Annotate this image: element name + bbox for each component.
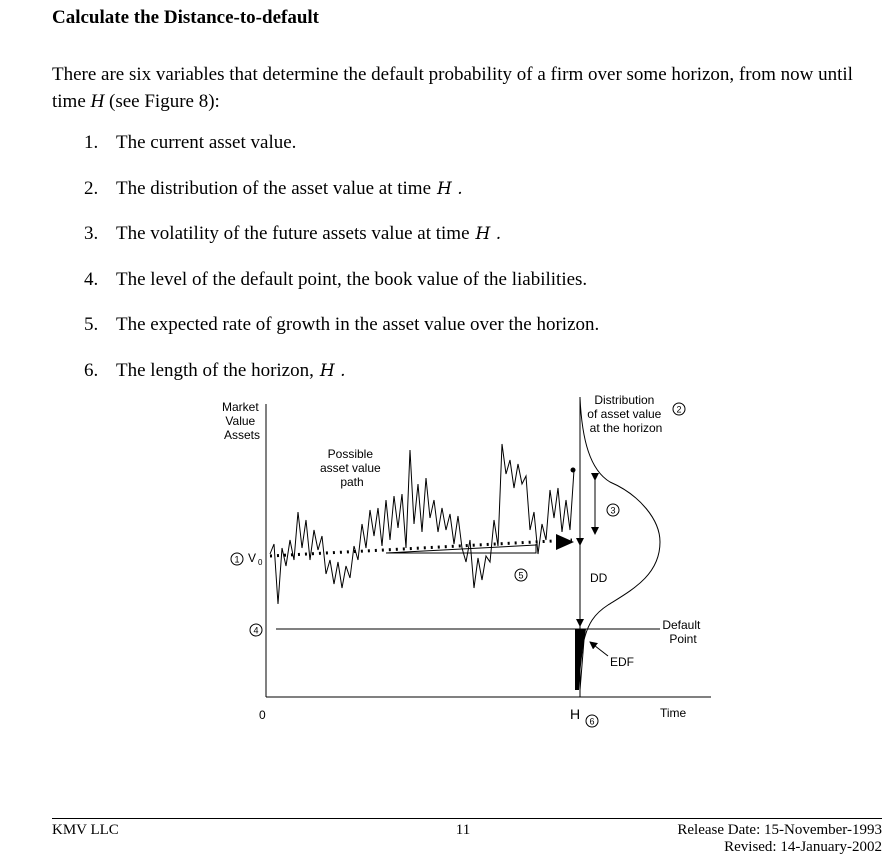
release-date: Release Date: 15-November-1993 — [677, 822, 882, 838]
list-item: 3. The volatility of the future assets va… — [84, 219, 599, 265]
intro-paragraph: There are six variables that determine t… — [52, 61, 882, 115]
expected-value-arrowhead — [556, 534, 574, 550]
v0-label: V — [248, 551, 256, 565]
asset-path-label: Possible asset value path — [320, 447, 384, 489]
item-text: The current asset value. — [116, 132, 297, 153]
footer-rule — [52, 818, 882, 819]
item-number: 3. — [84, 223, 99, 244]
svg-text:3: 3 — [610, 506, 615, 516]
svg-text:6: 6 — [589, 717, 594, 727]
distance-to-default-figure: Market Value Assets Possible asset value… — [222, 393, 711, 728]
revised-date: Revised: 14-January-2002 — [724, 839, 882, 855]
marker-6: 6 — [585, 714, 599, 728]
item-text: The level of the default point, the book… — [116, 268, 588, 290]
origin-label: 0 — [259, 708, 266, 722]
marker-3: 3 — [606, 503, 620, 517]
page-number: 11 — [455, 822, 471, 838]
item-text: The distribution of the asset value at t… — [116, 177, 432, 199]
svg-text:5: 5 — [518, 571, 523, 581]
item-number: 4. — [84, 268, 99, 290]
marker-1: 1 — [230, 552, 244, 566]
dd-label: DD — [590, 571, 608, 585]
edf-label: EDF — [610, 655, 634, 669]
asset-value-path — [269, 443, 575, 605]
item-text: The expected rate of growth in the asset… — [116, 314, 600, 335]
item-text: The length of the horizon, — [116, 359, 314, 381]
list-item: 4. The level of the default point, the bo… — [84, 265, 599, 311]
list-item: 5. The expected rate of growth in the ass… — [84, 310, 599, 356]
svg-text:4: 4 — [253, 626, 258, 636]
v0-subscript: 0 — [258, 558, 263, 567]
marker-2: 2 — [672, 402, 686, 416]
distribution-curve — [579, 397, 661, 691]
default-point-label: Default Point — [662, 618, 703, 646]
intro-horizon-variable: H — [90, 91, 105, 112]
marker-4: 4 — [249, 623, 263, 637]
item-text: The volatility of the future assets valu… — [116, 223, 470, 244]
item-variable: H . — [319, 360, 346, 381]
item-number: 2. — [84, 177, 99, 199]
list-item: 6. The length of the horizon, H . — [84, 356, 599, 402]
item-variable: H . — [475, 224, 502, 244]
growth-bracket-diagonal — [385, 544, 537, 554]
item-variable: H . — [437, 178, 463, 199]
variable-list: 1. The current asset value. 2. The distrib… — [84, 128, 599, 401]
distribution-label: Distribution of asset value at the horiz… — [587, 393, 664, 435]
footer-company: KMV LLC — [52, 822, 119, 838]
svg-text:2: 2 — [676, 405, 681, 415]
footer-dates: Release Date: 15-November-1993 Revised: … — [677, 822, 882, 856]
edf-tail — [575, 629, 586, 690]
section-heading: Calculate the Distance-to-default — [52, 7, 320, 28]
item-number: 6. — [84, 359, 99, 381]
list-item: 2. The distribution of the asset value at… — [84, 174, 599, 220]
y-axis-label: Market Value Assets — [222, 400, 262, 442]
list-item: 1. The current asset value. — [84, 128, 599, 174]
horizon-value-dot — [570, 467, 576, 473]
growth-bracket — [386, 544, 537, 554]
intro-text-end: (see Figure 8): — [104, 91, 220, 112]
item-number: 1. — [84, 132, 99, 153]
edf-pointer — [589, 641, 609, 657]
svg-text:1: 1 — [234, 555, 239, 565]
item-number: 5. — [84, 314, 99, 335]
horizon-label: H — [570, 706, 580, 722]
time-label: Time — [660, 706, 687, 720]
marker-5: 5 — [514, 568, 528, 582]
starting-value-line — [269, 538, 573, 558]
intro-text-start: There are six variables that determine t… — [52, 64, 853, 112]
